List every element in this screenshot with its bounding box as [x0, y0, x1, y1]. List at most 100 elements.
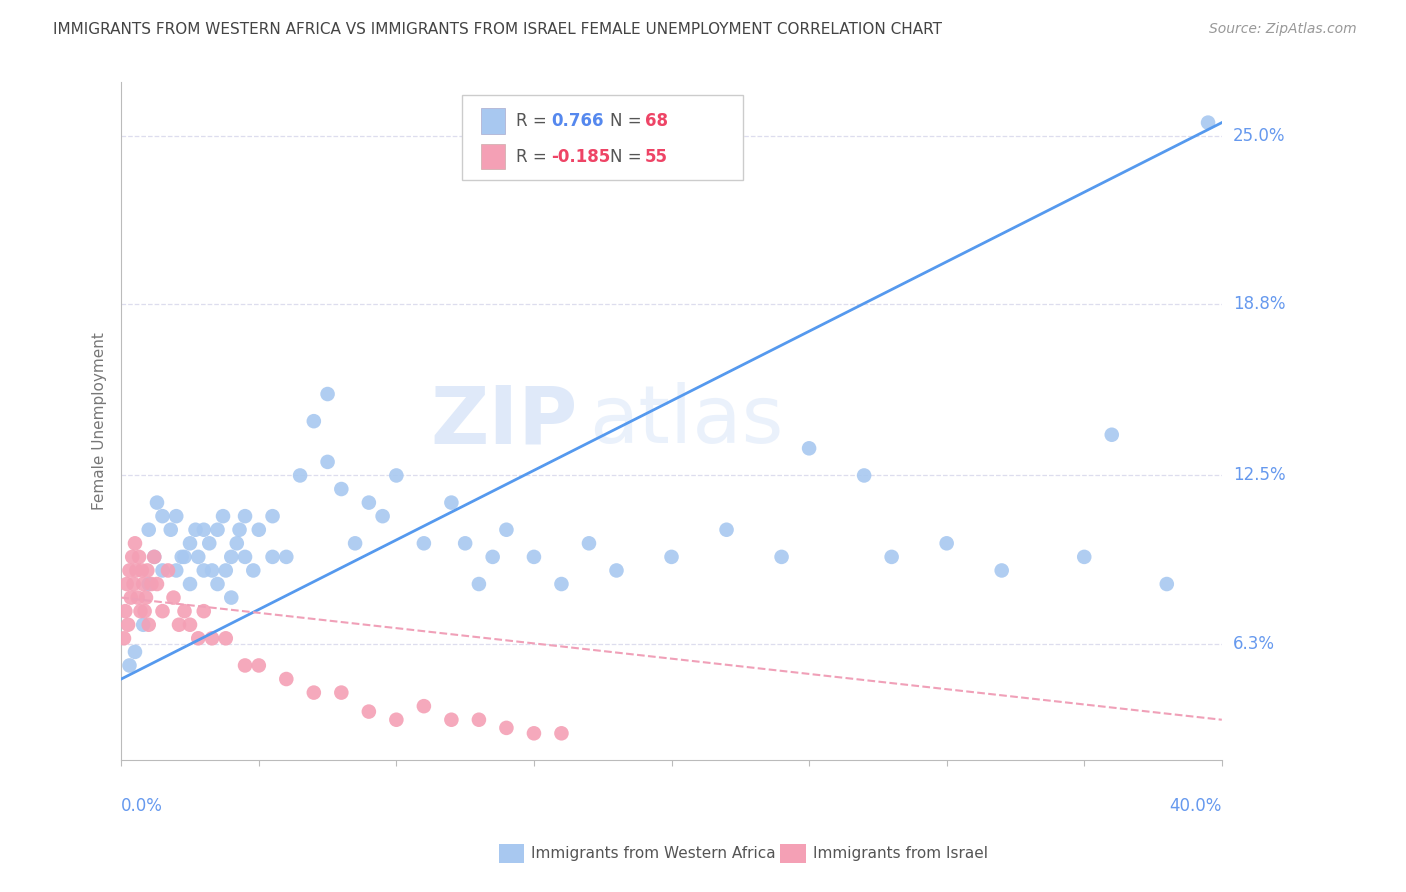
- Point: [357, 705, 380, 719]
- Text: Immigrants from Western Africa: Immigrants from Western Africa: [531, 847, 776, 861]
- FancyBboxPatch shape: [463, 95, 742, 180]
- Point: [165, 564, 187, 578]
- Point: [141, 577, 163, 591]
- Point: [233, 658, 256, 673]
- Point: [550, 726, 572, 740]
- Point: [146, 577, 169, 591]
- Point: [1101, 427, 1123, 442]
- Point: [385, 468, 408, 483]
- Point: [344, 536, 367, 550]
- Point: [330, 685, 353, 699]
- Text: 0.766: 0.766: [551, 112, 605, 130]
- Point: [247, 658, 270, 673]
- Point: [880, 549, 903, 564]
- Point: [165, 509, 187, 524]
- Point: [495, 523, 517, 537]
- Point: [112, 632, 135, 646]
- Text: 6.3%: 6.3%: [1233, 635, 1275, 653]
- Point: [935, 536, 957, 550]
- Point: [173, 604, 195, 618]
- Text: R =: R =: [516, 112, 553, 130]
- Point: [302, 685, 325, 699]
- Point: [330, 482, 353, 496]
- Y-axis label: Female Unemployment: Female Unemployment: [93, 332, 107, 510]
- Text: 25.0%: 25.0%: [1233, 128, 1285, 145]
- Point: [179, 617, 201, 632]
- Point: [117, 617, 139, 632]
- Text: 0.0%: 0.0%: [121, 797, 163, 814]
- Point: [129, 604, 152, 618]
- Point: [143, 549, 166, 564]
- Point: [170, 549, 193, 564]
- Point: [143, 549, 166, 564]
- Text: Source: ZipAtlas.com: Source: ZipAtlas.com: [1209, 22, 1357, 37]
- Point: [124, 536, 146, 550]
- Point: [159, 523, 181, 537]
- Bar: [481, 108, 505, 134]
- Point: [167, 617, 190, 632]
- Point: [454, 536, 477, 550]
- Point: [797, 442, 820, 456]
- Text: N =: N =: [610, 147, 647, 166]
- Point: [193, 604, 215, 618]
- Point: [440, 713, 463, 727]
- Point: [134, 604, 156, 618]
- Point: [132, 617, 155, 632]
- Text: N =: N =: [610, 112, 647, 130]
- Point: [179, 577, 201, 591]
- Point: [440, 495, 463, 509]
- Point: [125, 564, 148, 578]
- Point: [262, 549, 284, 564]
- Point: [201, 564, 224, 578]
- Point: [122, 577, 145, 591]
- Point: [118, 658, 141, 673]
- Point: [179, 536, 201, 550]
- Point: [412, 699, 434, 714]
- Text: Immigrants from Israel: Immigrants from Israel: [813, 847, 987, 861]
- Point: [233, 509, 256, 524]
- Point: [853, 468, 876, 483]
- Text: 68: 68: [645, 112, 668, 130]
- Point: [187, 632, 209, 646]
- Bar: [481, 144, 505, 169]
- Point: [770, 549, 793, 564]
- Point: [201, 632, 224, 646]
- Point: [288, 468, 311, 483]
- Point: [138, 523, 160, 537]
- Point: [468, 577, 491, 591]
- Point: [481, 549, 503, 564]
- Point: [578, 536, 600, 550]
- Point: [131, 564, 153, 578]
- Point: [138, 617, 160, 632]
- Point: [124, 645, 146, 659]
- Point: [495, 721, 517, 735]
- Point: [1197, 115, 1219, 129]
- Text: IMMIGRANTS FROM WESTERN AFRICA VS IMMIGRANTS FROM ISRAEL FEMALE UNEMPLOYMENT COR: IMMIGRANTS FROM WESTERN AFRICA VS IMMIGR…: [53, 22, 942, 37]
- Point: [215, 564, 238, 578]
- Point: [385, 713, 408, 727]
- Point: [228, 523, 250, 537]
- Point: [198, 536, 221, 550]
- Point: [661, 549, 683, 564]
- Point: [215, 632, 238, 646]
- Text: 18.8%: 18.8%: [1233, 295, 1285, 313]
- Point: [115, 577, 138, 591]
- Point: [146, 495, 169, 509]
- Point: [207, 577, 229, 591]
- Point: [225, 536, 247, 550]
- Point: [127, 591, 149, 605]
- Point: [114, 604, 136, 618]
- Text: ZIP: ZIP: [430, 382, 578, 460]
- Text: 40.0%: 40.0%: [1170, 797, 1222, 814]
- Point: [316, 455, 339, 469]
- Point: [152, 509, 174, 524]
- Point: [1073, 549, 1095, 564]
- Point: [152, 604, 174, 618]
- Point: [523, 549, 546, 564]
- Point: [212, 509, 235, 524]
- Point: [276, 549, 298, 564]
- Point: [219, 549, 242, 564]
- Text: 12.5%: 12.5%: [1233, 467, 1285, 484]
- Point: [162, 591, 184, 605]
- Point: [219, 591, 242, 605]
